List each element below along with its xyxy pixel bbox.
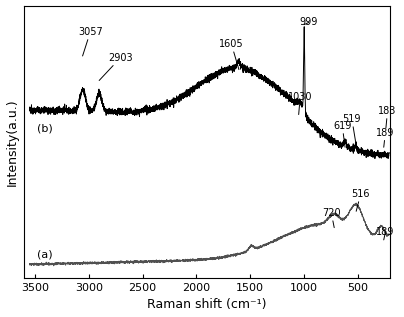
Text: 189: 189 bbox=[376, 227, 395, 240]
Text: 1030: 1030 bbox=[288, 92, 312, 114]
Text: 1605: 1605 bbox=[219, 39, 244, 70]
Text: 189: 189 bbox=[376, 128, 395, 147]
Text: 516: 516 bbox=[351, 189, 370, 211]
Text: 720: 720 bbox=[322, 208, 341, 228]
Text: 999: 999 bbox=[300, 17, 318, 27]
Text: 3057: 3057 bbox=[78, 27, 103, 56]
Text: 2903: 2903 bbox=[99, 53, 133, 81]
Text: 519: 519 bbox=[343, 114, 361, 143]
Text: (b): (b) bbox=[37, 123, 53, 133]
X-axis label: Raman shift (cm⁻¹): Raman shift (cm⁻¹) bbox=[147, 298, 267, 311]
Text: 619: 619 bbox=[333, 121, 351, 147]
Text: (a): (a) bbox=[37, 250, 53, 260]
Y-axis label: Intensity(a.u.): Intensity(a.u.) bbox=[6, 98, 19, 186]
Text: 183: 183 bbox=[379, 106, 397, 128]
